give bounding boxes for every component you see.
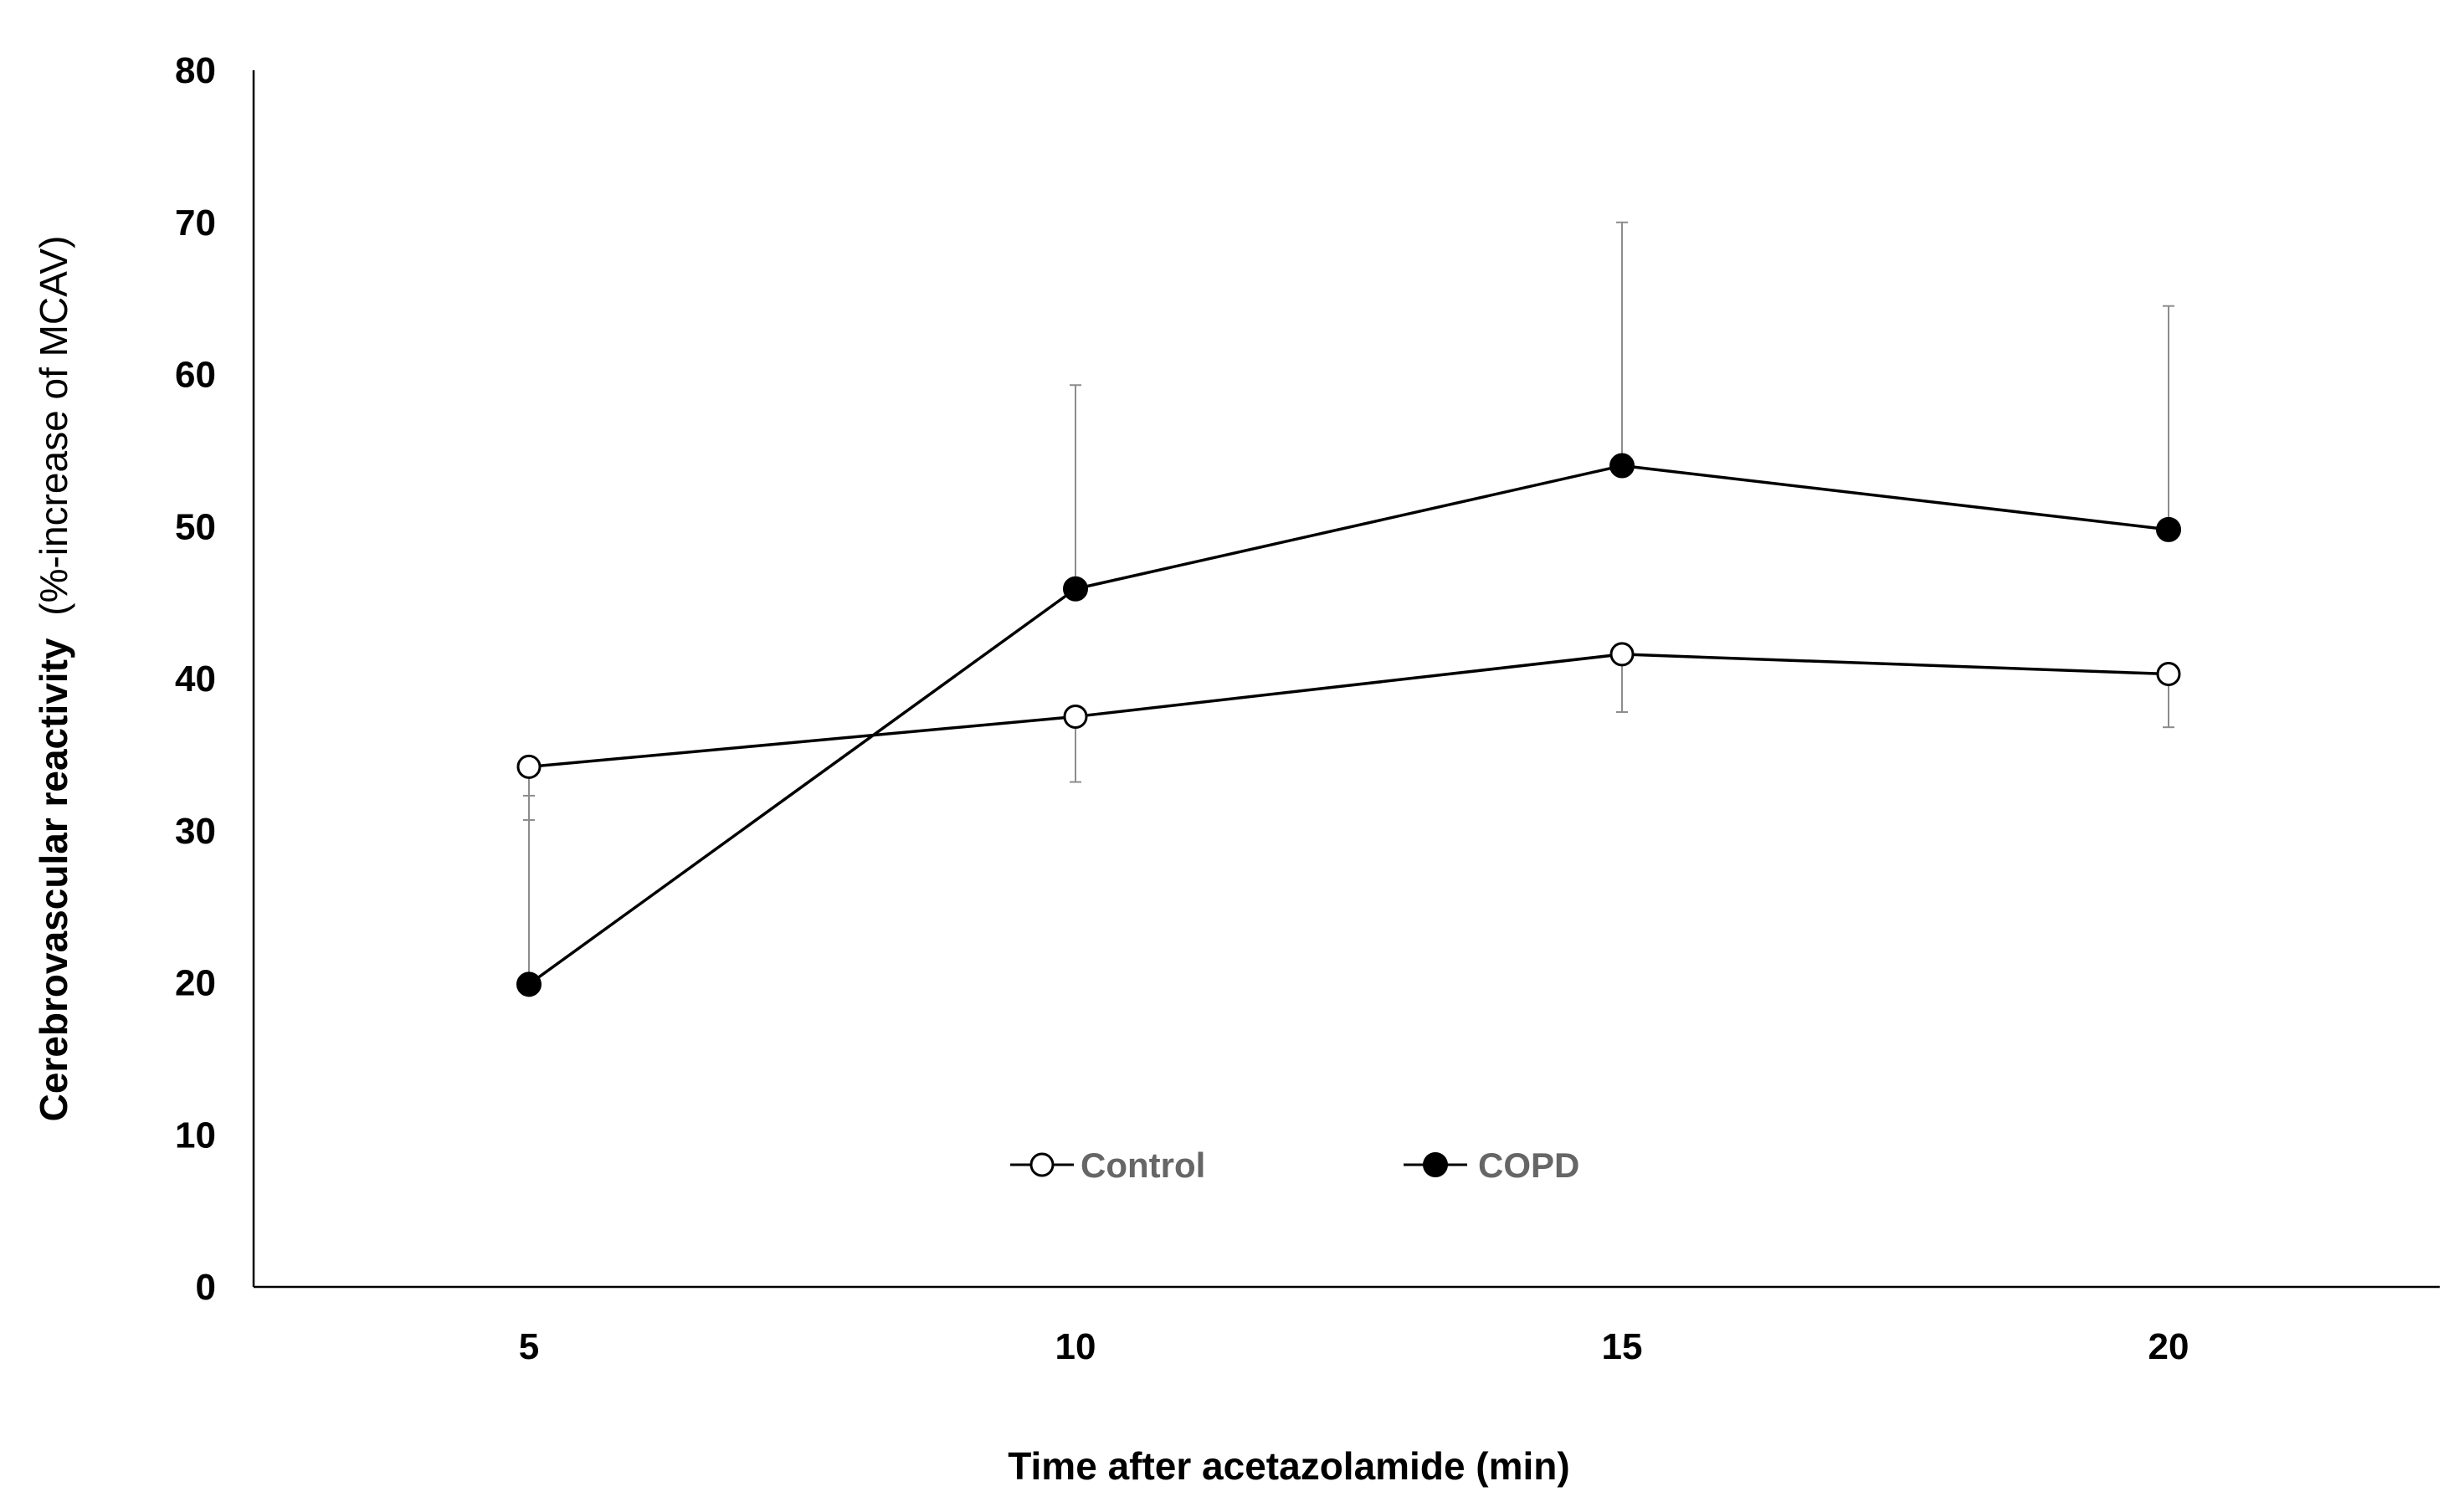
- y-tick-label-50: 50: [175, 506, 216, 547]
- y-tick-label-0: 0: [196, 1267, 216, 1308]
- data-points: [516, 453, 2181, 997]
- legend-copd-marker: [1423, 1152, 1448, 1177]
- legend-item-copd: COPD: [1404, 1146, 1579, 1185]
- y-axis-title-main: Cerebrovascular reactivity: [32, 638, 75, 1121]
- point-copd-20: [2156, 516, 2181, 542]
- legend: Control COPD: [1010, 1146, 1579, 1185]
- series-line-control: [528, 653, 2169, 769]
- y-tick-label-80: 80: [175, 50, 216, 91]
- y-tick-label-70: 70: [175, 202, 216, 243]
- y-axis-title-suffix: (%-increase of MCAV): [32, 236, 75, 616]
- x-tick-label-5: 5: [519, 1326, 539, 1367]
- x-axis-title: Time after acetazolamide (min): [1008, 1444, 1569, 1488]
- legend-control-label: Control: [1081, 1146, 1205, 1185]
- series-line-copd: [527, 464, 2169, 986]
- y-tick-label-20: 20: [175, 963, 216, 1004]
- y-tick-label-40: 40: [175, 659, 216, 700]
- legend-item-control: Control: [1010, 1146, 1205, 1185]
- x-tick-label-15: 15: [1602, 1326, 1643, 1367]
- x-tick-label-20: 20: [2148, 1326, 2189, 1367]
- x-tick-label-10: 10: [1055, 1326, 1096, 1367]
- point-copd-15: [1609, 453, 1635, 479]
- point-control-5: [516, 754, 542, 779]
- point-copd-10: [1063, 576, 1088, 602]
- x-tick-labels: 5 10 15 20: [519, 1326, 2189, 1367]
- point-control-10: [1063, 704, 1088, 729]
- y-tick-label-10: 10: [175, 1115, 216, 1156]
- legend-control-marker: [1029, 1152, 1055, 1177]
- y-tick-labels: 0 10 20 30 40 50 60 70 80: [175, 50, 216, 1308]
- y-tick-label-60: 60: [175, 355, 216, 396]
- point-control-20: [2156, 662, 2181, 687]
- legend-copd-label: COPD: [1478, 1146, 1579, 1185]
- series-lines: [527, 464, 2169, 986]
- point-copd-5: [516, 971, 542, 997]
- y-tick-label-30: 30: [175, 811, 216, 852]
- point-control-15: [1609, 642, 1635, 667]
- axes: [252, 70, 2440, 1289]
- error-bars: [523, 221, 2174, 985]
- y-axis-title: Cerebrovascular reactivity (%-increase o…: [32, 236, 75, 1122]
